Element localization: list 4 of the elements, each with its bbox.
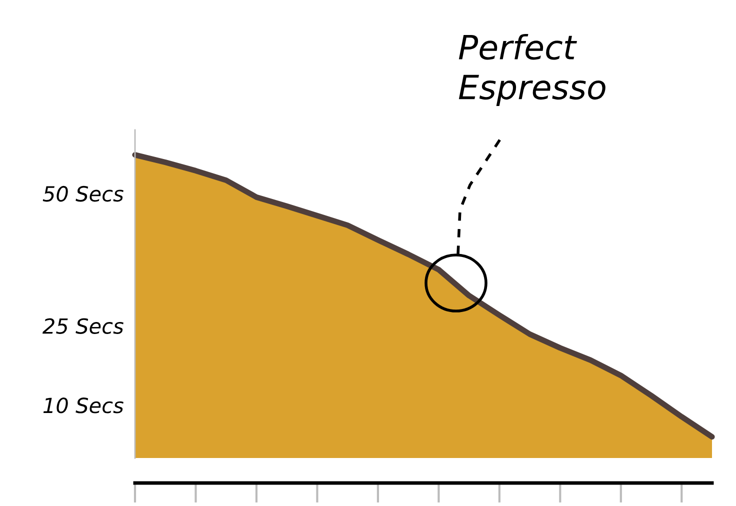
y-tick-label: 25 Secs <box>42 318 124 334</box>
text: Perfect Espresso <box>458 34 606 106</box>
y-tick-label: 10 Secs <box>43 398 124 414</box>
y-tick-label: 50 Secs <box>42 186 124 202</box>
